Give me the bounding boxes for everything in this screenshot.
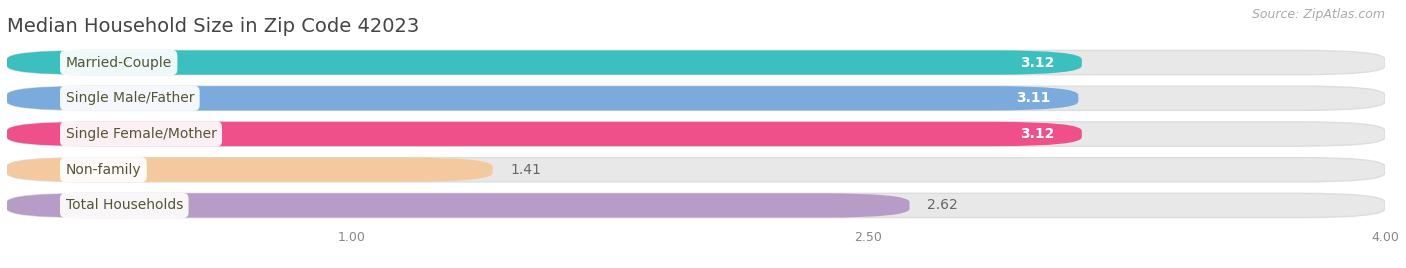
Text: Non-family: Non-family	[66, 163, 141, 177]
FancyBboxPatch shape	[7, 86, 1078, 110]
Text: Single Female/Mother: Single Female/Mother	[66, 127, 217, 141]
FancyBboxPatch shape	[7, 50, 1081, 75]
Text: Married-Couple: Married-Couple	[66, 55, 172, 69]
Text: Source: ZipAtlas.com: Source: ZipAtlas.com	[1251, 8, 1385, 21]
Text: Single Male/Father: Single Male/Father	[66, 91, 194, 105]
FancyBboxPatch shape	[7, 158, 492, 182]
Text: Median Household Size in Zip Code 42023: Median Household Size in Zip Code 42023	[7, 17, 419, 36]
Text: Total Households: Total Households	[66, 199, 183, 213]
Text: 2.62: 2.62	[927, 199, 957, 213]
Text: 1.41: 1.41	[510, 163, 541, 177]
FancyBboxPatch shape	[7, 122, 1081, 146]
FancyBboxPatch shape	[7, 158, 1385, 182]
FancyBboxPatch shape	[7, 193, 910, 218]
FancyBboxPatch shape	[7, 122, 1385, 146]
FancyBboxPatch shape	[7, 86, 1385, 110]
FancyBboxPatch shape	[7, 50, 1385, 75]
Text: 3.12: 3.12	[1019, 55, 1054, 69]
Text: 3.11: 3.11	[1017, 91, 1050, 105]
FancyBboxPatch shape	[7, 193, 1385, 218]
Text: 3.12: 3.12	[1019, 127, 1054, 141]
